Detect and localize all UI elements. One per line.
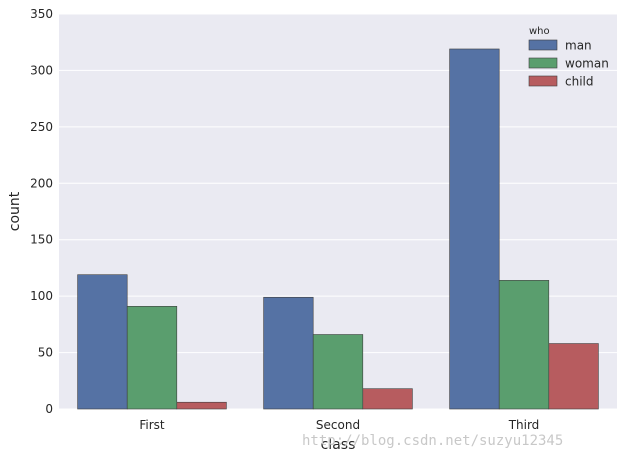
y-tick-label: 250 bbox=[30, 120, 53, 134]
legend-label-woman: woman bbox=[565, 57, 609, 71]
bar-child-first bbox=[176, 401, 227, 410]
legend-label-man: man bbox=[565, 39, 592, 53]
legend: who man woman child bbox=[528, 26, 609, 89]
x-axis-label: class bbox=[321, 437, 356, 453]
y-axis-label: count bbox=[7, 191, 23, 231]
tick-labels: 0 50 100 150 200 250 300 350 First Second Third bbox=[30, 7, 539, 432]
bar-man-third bbox=[449, 48, 500, 410]
y-tick-label: 50 bbox=[38, 346, 53, 360]
bar-woman-first bbox=[126, 305, 178, 410]
y-tick-label: 100 bbox=[30, 289, 53, 303]
bar-child-second bbox=[362, 388, 413, 410]
legend-label-child: child bbox=[565, 75, 594, 89]
bar-child-third bbox=[548, 343, 599, 410]
x-tick-label: Third bbox=[508, 418, 540, 432]
y-tick-label: 300 bbox=[30, 63, 53, 77]
legend-swatch-child bbox=[528, 75, 558, 87]
y-tick-label: 150 bbox=[30, 233, 53, 247]
bars bbox=[77, 48, 599, 410]
bar-woman-second bbox=[312, 334, 364, 410]
legend-swatch-man bbox=[528, 39, 558, 51]
bar-man-second bbox=[263, 296, 314, 410]
y-tick-label: 350 bbox=[30, 7, 53, 21]
legend-swatch-woman bbox=[528, 57, 558, 69]
y-tick-label: 0 bbox=[45, 402, 53, 416]
bar-woman-third bbox=[498, 280, 550, 410]
watermark-text: http://blog.csdn.net/suzyu12345 bbox=[302, 433, 563, 449]
y-tick-label: 200 bbox=[30, 176, 53, 190]
legend-title: who bbox=[529, 26, 550, 37]
bar-man-first bbox=[77, 274, 128, 410]
x-tick-label: Second bbox=[316, 418, 360, 432]
x-tick-label: First bbox=[139, 418, 165, 432]
